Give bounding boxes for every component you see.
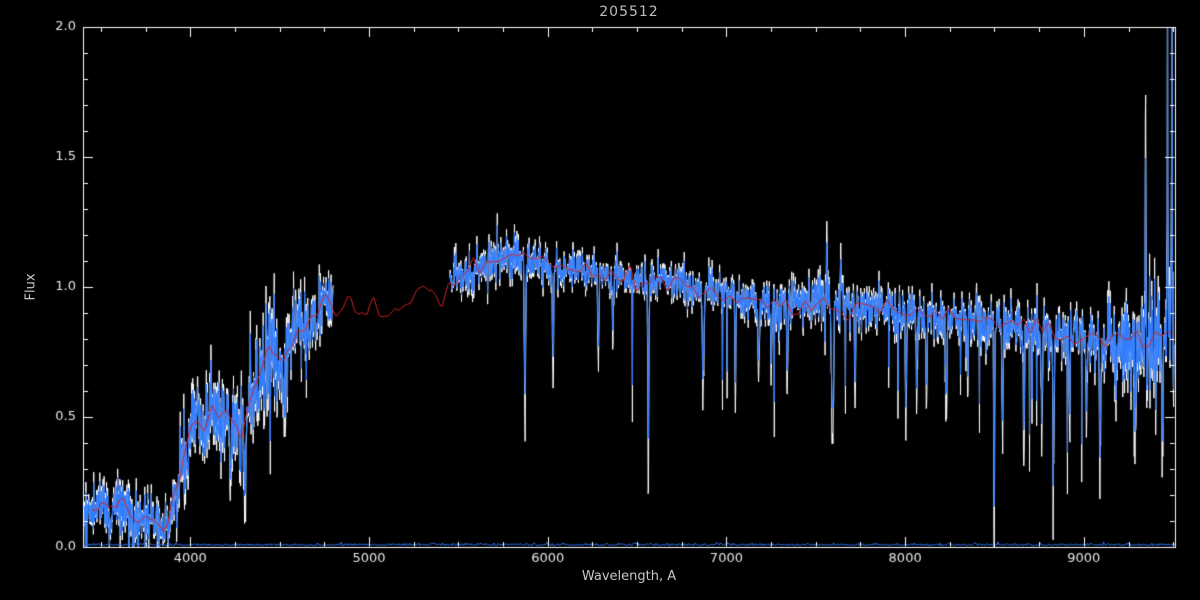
y-axis-label: Flux xyxy=(23,273,39,301)
x-axis-label: Wavelength, A xyxy=(581,569,677,584)
plot-title: 205512 xyxy=(599,4,659,20)
